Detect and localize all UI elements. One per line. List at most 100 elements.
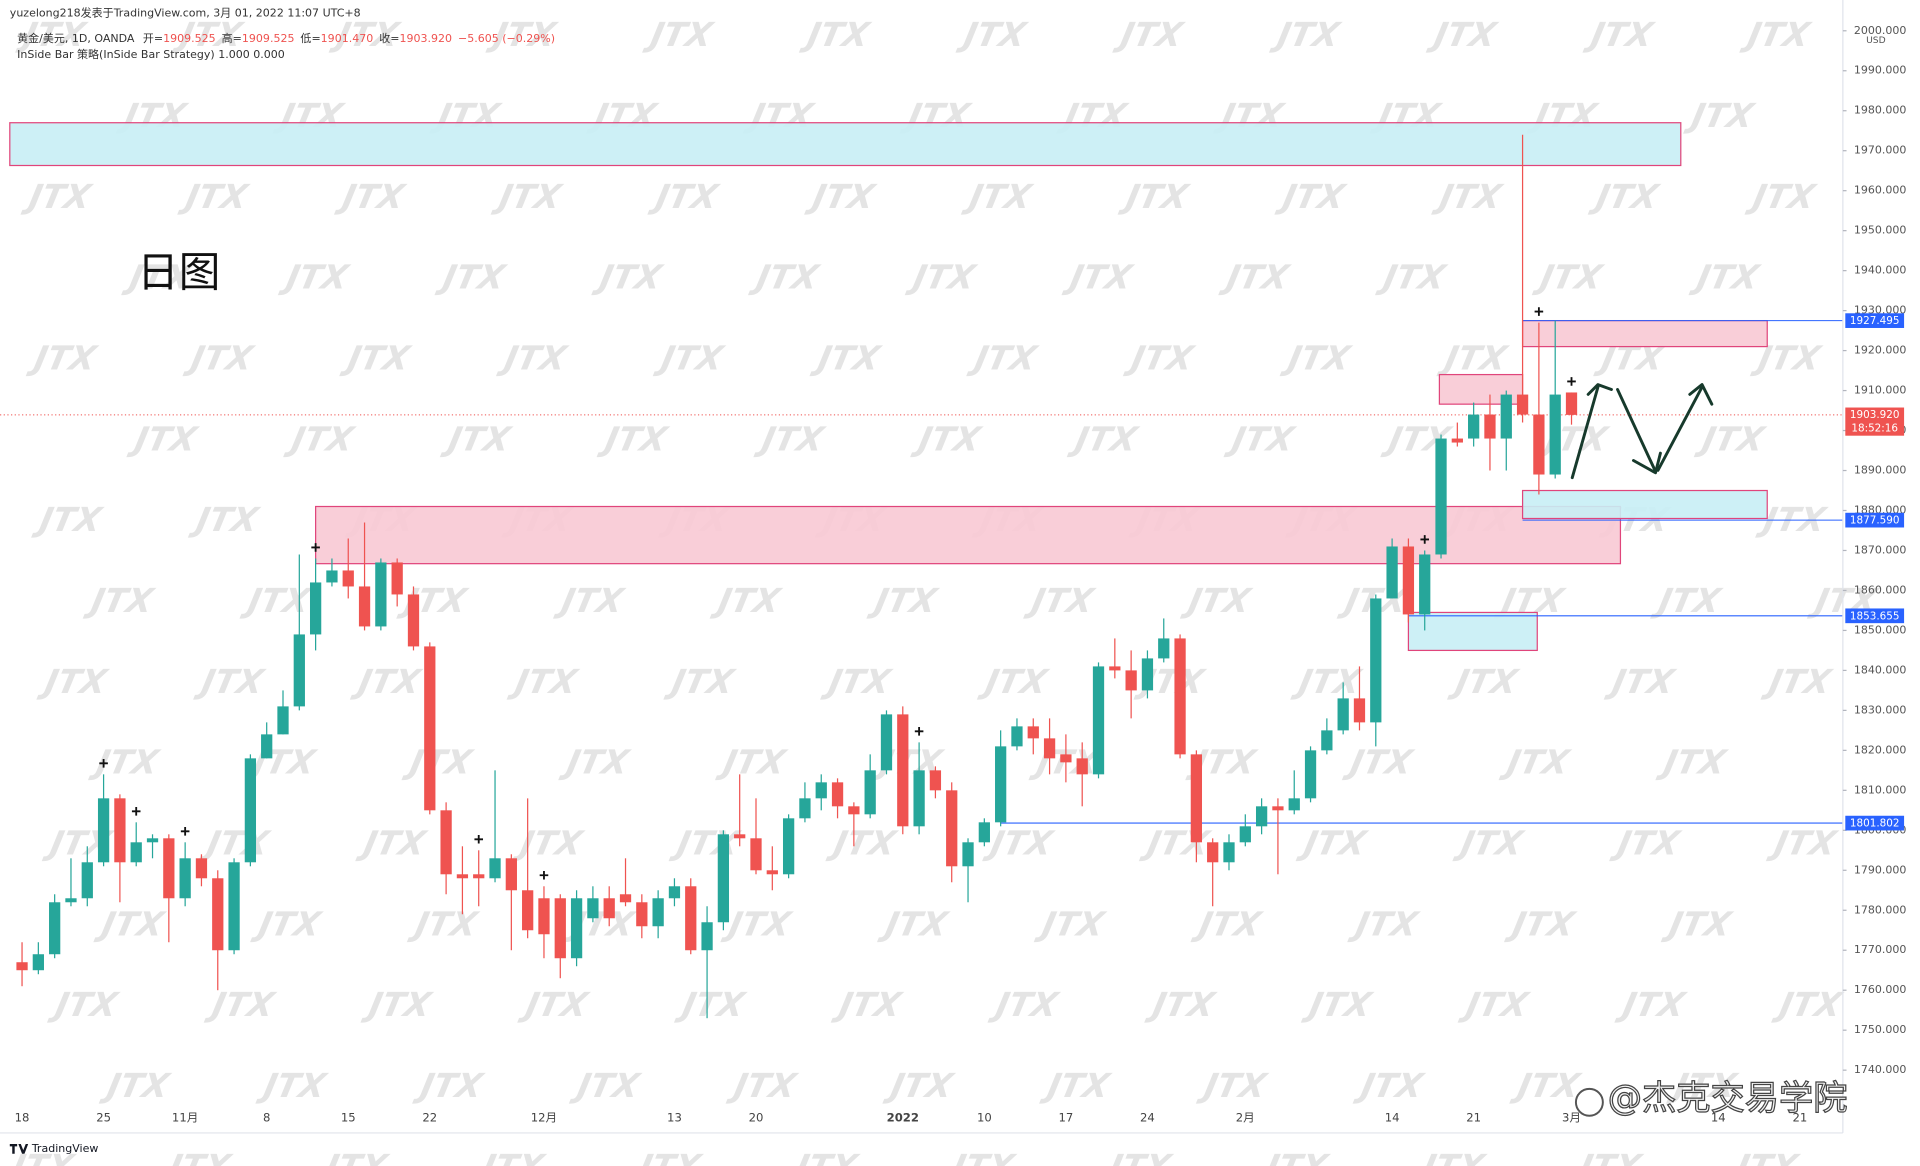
watermark: JTX (1727, 1147, 1804, 1166)
watermark: JTX (511, 824, 588, 863)
candle-body (815, 782, 827, 799)
y-tick-label: 1950.000 (1854, 224, 1907, 237)
watermark: JTX (1033, 905, 1110, 944)
watermark: JTX (720, 905, 797, 944)
y-tick-label: 2000.000 (1854, 24, 1907, 37)
candle-body (277, 706, 289, 735)
symbol: 黄金/美元, 1D, OANDA (17, 31, 135, 45)
watermark: JTX (187, 500, 264, 539)
candle-body (1174, 638, 1186, 755)
watermark: JTX (1117, 177, 1194, 216)
candle-body (619, 894, 632, 903)
candle-body (1533, 414, 1545, 475)
watermark: JTX (406, 905, 483, 944)
ohlc-value: 1901.470 (321, 32, 374, 45)
candle-body (636, 902, 648, 927)
y-tick-label: 1870.000 (1854, 543, 1907, 556)
candle-body (864, 770, 876, 815)
watermark: JTX (1614, 986, 1691, 1025)
watermark: JTX (1744, 177, 1821, 216)
watermark: JTX (1608, 824, 1685, 863)
y-tick-label: 1960.000 (1854, 184, 1907, 197)
x-tick-label: 17 (1058, 1111, 1073, 1125)
watermark: JTX (1038, 1066, 1115, 1105)
watermark: JTX (1061, 258, 1138, 297)
watermark: JTX (882, 1066, 959, 1105)
candle-body (489, 858, 501, 879)
credit-text: @杰克交易学院 (1608, 1078, 1848, 1118)
watermarks: JTX JTX JTX JTX JTX JTX JTX JTX JTX JTX JTX JTX JTX J… (3, 15, 1883, 1166)
watermark: JTX (485, 15, 562, 54)
candle-body (962, 842, 974, 867)
y-tick-label: 1980.000 (1854, 104, 1907, 117)
watermark: JTX (1738, 15, 1815, 54)
arrow-up-2 (1656, 385, 1704, 472)
watermark: JTX (1290, 662, 1367, 701)
watermark: JTX (1022, 581, 1099, 620)
last-price-label: 1903.920 (1850, 409, 1900, 421)
watermark: JTX (87, 743, 164, 782)
candle-body (1419, 554, 1431, 615)
candle-body (65, 898, 77, 903)
watermark: JTX (1413, 1147, 1490, 1166)
watermark: JTX (1190, 905, 1267, 944)
ohlc-label: 高= (222, 31, 242, 45)
watermark: JTX (909, 420, 986, 459)
watermark: JTX (1688, 258, 1765, 297)
footer-logo: TradingView (9, 1142, 98, 1155)
watermark: JTX (668, 824, 745, 863)
candle-body (473, 874, 485, 879)
y-tick-label: 1790.000 (1854, 863, 1907, 876)
watermark: JTX (1436, 339, 1513, 378)
candle-body (1239, 826, 1251, 843)
signal-marker (99, 759, 108, 768)
y-tick-label: 1920.000 (1854, 344, 1907, 357)
watermark: JTX (1587, 177, 1664, 216)
watermark: JTX (126, 420, 203, 459)
y-tick-label: 1840.000 (1854, 663, 1907, 676)
watermark: JTX (798, 15, 875, 54)
watermark: JTX (1138, 824, 1215, 863)
x-tick-label: 21 (1466, 1111, 1481, 1125)
signal-marker (914, 727, 924, 736)
watermark: JTX (1066, 420, 1143, 459)
candle-body (1190, 754, 1203, 843)
watermark: JTX (360, 986, 437, 1025)
watermark: JTX (1143, 986, 1220, 1025)
candle-body (1549, 394, 1561, 475)
candle-body (1207, 842, 1219, 863)
candle-body (326, 570, 338, 583)
candle-body (1565, 392, 1578, 415)
y-tick-label: 1940.000 (1854, 264, 1907, 277)
watermark: JTX (568, 1066, 645, 1105)
arrow-up-1 (1570, 385, 1600, 480)
x-tick-label: 21 (1792, 1111, 1807, 1125)
level-label-box (1845, 815, 1905, 831)
watermark: JTX (1217, 258, 1294, 297)
candle-body (32, 954, 44, 971)
watermark: JTX (36, 662, 113, 701)
x-tick-label: 14 (1711, 1111, 1726, 1125)
watermark: JTX (709, 581, 786, 620)
level-label-box (1845, 313, 1905, 328)
ohlc-label: 低= (300, 32, 320, 45)
watermark: JTX (411, 1066, 488, 1105)
x-tick-label: 2月 (1236, 1111, 1255, 1125)
candle-body (179, 858, 191, 899)
watermark: JTX (725, 1066, 802, 1105)
candle-body (766, 870, 778, 875)
signal-marker (1567, 377, 1576, 386)
x-tick-label: 20 (749, 1111, 764, 1125)
candle-body (1386, 546, 1398, 599)
candle-body (163, 838, 175, 899)
watermark: JTX (747, 258, 824, 297)
y-tick-label: 1850.000 (1854, 623, 1907, 636)
candle-body (522, 890, 534, 931)
watermark: JTX (976, 662, 1053, 701)
watermark: JTX (753, 420, 830, 459)
watermark: JTX (803, 177, 880, 216)
candle-body (407, 594, 420, 647)
candle-body (603, 898, 615, 919)
indicator-line: InSide Bar 策略(InSide Bar Strategy) 1.000… (17, 47, 285, 61)
